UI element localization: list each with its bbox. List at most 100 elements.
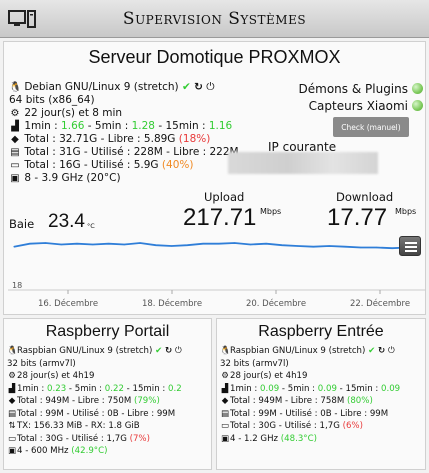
os-row: 🐧Raspbian GNU/Linux 9 (stretch) ✔ ↻ ⏻: [220, 345, 400, 358]
os-text: Raspbian GNU/Linux 9 (stretch): [230, 346, 366, 356]
temperature-point: [171, 245, 173, 247]
swap-icon: ▤: [10, 147, 20, 158]
hamburger-icon: [405, 242, 417, 244]
disk-row: ▭ Total : 16G - Utilisé : 5.9G (40%): [9, 159, 239, 172]
uptime-icon: ⚙: [221, 371, 229, 381]
uptime-text: 28 jour(s) et 4h19: [230, 371, 308, 381]
hamburger-icon: [405, 246, 417, 248]
power-icon[interactable]: ⏻: [174, 346, 182, 356]
os-text: Debian GNU/Linux 9 (stretch): [24, 81, 179, 93]
load-label: - 15min :: [123, 383, 169, 394]
temperature-point: [108, 243, 110, 245]
disk-percent: (6%): [342, 421, 363, 431]
net-text: TX: 156.33 MiB - RX: 1.8 GiB: [17, 421, 140, 431]
disk-icon: ▭: [220, 421, 230, 431]
chart-icon: ▟: [221, 383, 229, 394]
ip-label: IP courante: [268, 140, 337, 154]
load-1min: 0.23: [47, 383, 67, 394]
ram-row: ◆ Total : 32.71G - Libre : 5.89G (18%): [9, 133, 239, 146]
server-info: 🐧 Debian GNU/Linux 9 (stretch) ✔ ↻ ⏻ 64 …: [9, 81, 239, 185]
download-value: 17.77: [327, 204, 388, 231]
disk-row: ▭Total : 30G - Utilisé : 1,7G (6%): [220, 420, 400, 433]
uptime-row: ⚙ 22 jour(s) et 8 min: [9, 107, 239, 120]
title-bar: Supervision Systèmes: [0, 0, 429, 38]
temperature-point: [234, 242, 236, 244]
temperature-point: [312, 246, 314, 248]
refresh-icon[interactable]: ↻: [165, 346, 173, 356]
swap-text: Total : 31G - Utilisé : 228M - Libre : 2…: [24, 146, 239, 158]
cpu-text: 4 - 1.2 GHz: [230, 433, 281, 444]
download-unit: Mbps: [395, 207, 417, 216]
disk-percent: (7%): [129, 433, 150, 444]
ram-row: ◆ Total : 949M - Libre : 750M (79%): [7, 395, 182, 408]
load-5min: 0.22: [104, 383, 124, 394]
temperature-point: [92, 243, 94, 246]
y-tick-label: 18: [12, 281, 22, 290]
temperature-point: [29, 243, 31, 245]
ram-percent: (80%): [346, 396, 373, 406]
power-icon[interactable]: ⏻: [387, 346, 395, 356]
temperature-point: [297, 245, 299, 247]
load-label: - 5min :: [84, 120, 132, 132]
server-panel: [3, 41, 426, 315]
status-ok-icon: [412, 100, 423, 111]
temperature-point: [139, 242, 141, 244]
temperature-point: [76, 243, 78, 245]
linux-icon: 🐧: [7, 346, 18, 356]
load-15min: 0.2: [168, 383, 182, 394]
daemons-label: Démons & Plugins: [298, 82, 408, 96]
temperature-point: [202, 243, 204, 245]
load-label: 1min :: [24, 120, 62, 132]
ram-percent: (79%): [133, 396, 160, 406]
uptime-row: ⚙28 jour(s) et 4h19: [220, 370, 400, 383]
linux-icon: 🐧: [9, 82, 22, 93]
swap-icon: ▤: [7, 408, 17, 419]
load-row: ▟ 1min : 0.09 - 5min : 0.09 - 15min : 0.0…: [220, 383, 400, 396]
cpu-text: 8 - 3.9 GHz (20°C): [24, 172, 121, 184]
portail-panel: [3, 318, 212, 470]
chart-icon: ▟: [8, 383, 16, 394]
disk-text: Total : 30G - Utilisé : 1,7G: [230, 421, 343, 431]
temperature-point: [391, 247, 393, 249]
cpu-icon: ▣: [10, 173, 20, 184]
refresh-icon[interactable]: ↻: [378, 346, 386, 356]
cpu-temp: (42.9°C): [71, 446, 108, 456]
upload-unit: Mbps: [260, 207, 282, 216]
refresh-icon[interactable]: ↻: [194, 81, 203, 93]
upload-label: Upload: [204, 190, 245, 204]
load-15min: 0.09: [381, 383, 401, 394]
swap-icon: ▤: [220, 408, 230, 419]
temperature-value: 23.4: [48, 211, 85, 232]
temperature-point: [123, 243, 125, 246]
power-icon[interactable]: ⏻: [206, 81, 215, 93]
ram-text: Total : 32.71G - Libre : 5.89G: [24, 133, 179, 145]
page-title: Supervision Systèmes: [122, 9, 307, 29]
temperature-unit: °C: [87, 222, 95, 230]
download-label: Download: [336, 190, 394, 204]
arch-text: 32 bits (armv7l): [7, 358, 76, 369]
temperature-point: [44, 242, 47, 244]
uptime-text: 22 jour(s) et 8 min: [24, 107, 123, 119]
load-label: 1min :: [230, 383, 261, 394]
x-tick-label: 20. Décembre: [246, 298, 306, 309]
os-row: 🐧 Debian GNU/Linux 9 (stretch) ✔ ↻ ⏻: [9, 81, 239, 94]
temperature-point: [218, 243, 220, 245]
chart-menu-button[interactable]: [399, 236, 421, 256]
check-manual-button[interactable]: Check (manuel): [333, 117, 409, 137]
disk-icon: ▭: [7, 433, 17, 444]
os-row: 🐧Raspbian GNU/Linux 9 (stretch) ✔ ↻ ⏻: [7, 345, 182, 358]
daemons-status: Démons & Plugins: [299, 82, 423, 96]
server-title: Serveur Domotique PROXMOX: [88, 47, 341, 67]
disk-text: Total : 30G - Utilisé : 1,7G: [17, 433, 130, 444]
memory-icon: ◆: [11, 134, 19, 145]
load-label: 1min :: [17, 383, 48, 394]
uptime-icon: ⚙: [8, 371, 16, 381]
cpu-row: ▣4 - 600 MHz (42.9°C): [7, 445, 182, 458]
disk-text: Total : 16G - Utilisé : 5.9G: [24, 159, 162, 171]
network-icon: ⇅: [8, 421, 16, 431]
portail-info: 🐧Raspbian GNU/Linux 9 (stretch) ✔ ↻ ⏻ 32…: [7, 345, 182, 458]
load-1min: 1.66: [61, 120, 85, 132]
disk-row: ▭Total : 30G - Utilisé : 1,7G (7%): [7, 433, 182, 446]
os-text: Raspbian GNU/Linux 9 (stretch): [17, 346, 153, 356]
x-tick-label: 22. Décembre: [350, 298, 410, 309]
